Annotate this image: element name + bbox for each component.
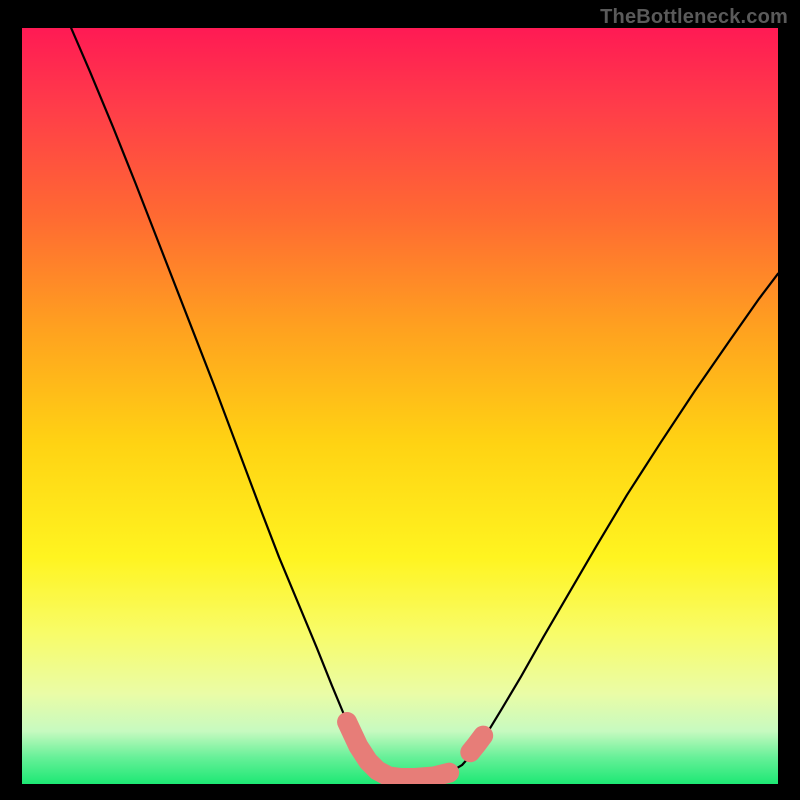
plot-area [22, 28, 778, 784]
chart-container: TheBottleneck.com [0, 0, 800, 800]
watermark-text: TheBottleneck.com [600, 6, 788, 29]
gradient-background [22, 28, 778, 784]
highlight-segment-1 [470, 736, 483, 753]
plot-svg [22, 28, 778, 784]
